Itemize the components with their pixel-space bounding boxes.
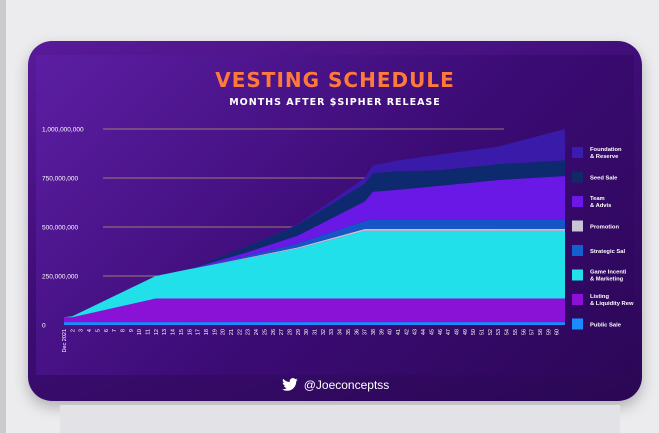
area-series-6: [64, 160, 565, 318]
x-tick-label: 28: [288, 329, 294, 335]
x-tick-label: 25: [262, 329, 268, 335]
twitter-bird-icon: [281, 378, 298, 391]
x-tick-label: 21: [229, 329, 235, 335]
credit-handle: @Joeconceptss: [303, 378, 390, 392]
x-tick-label: 15: [179, 329, 185, 335]
legend-swatch: [572, 318, 583, 330]
chart-title: VESTING SCHEDULE: [215, 68, 455, 92]
vesting-area-chart: 1,000,000,000 750,000,000 500,000,000 250,0…: [42, 127, 634, 353]
legend-swatch: [572, 245, 583, 256]
x-tick-label: 40: [388, 329, 394, 335]
x-tick-label: 8: [121, 329, 127, 332]
x-tick-label: 60: [555, 329, 561, 335]
x-tick-label: 12: [154, 329, 160, 335]
legend-label: Listing & Liquidity Rew: [590, 294, 634, 307]
x-tick-label: 42: [404, 329, 410, 335]
legend-swatch: [572, 147, 583, 158]
infographic-card: VESTING SCHEDULE MONTHS AFTER $SIPHER RE…: [28, 41, 642, 401]
area-series-4: [64, 219, 565, 318]
legend-label: Foundation & Reserve: [590, 147, 622, 160]
legend-swatch: [572, 220, 583, 232]
x-tick-label: 37: [363, 329, 369, 335]
x-tick-label: 44: [421, 329, 427, 335]
chart-subtitle: MONTHS AFTER $SIPHER RELEASE: [229, 97, 441, 108]
y-tick-label: 750,000,000: [42, 176, 79, 183]
x-tick-label: 11: [146, 329, 152, 335]
x-tick-label: 51: [480, 329, 486, 335]
y-tick-label: 0: [42, 323, 46, 330]
x-tick-label: 18: [204, 329, 210, 335]
x-tick-label: 6: [104, 329, 110, 332]
area-series-7: [64, 129, 565, 318]
x-tick-label: 43: [413, 329, 419, 335]
page-shadow: [60, 405, 620, 433]
x-tick-label: 3: [79, 329, 85, 332]
x-tick-label: 33: [329, 329, 335, 335]
page-edge: [0, 0, 6, 433]
area-series-0: [64, 322, 565, 325]
credit-footer: @Joeconceptss: [28, 375, 642, 395]
x-tick-label: 49: [463, 329, 469, 335]
legend-swatch: [572, 269, 583, 281]
legend-label: Game Incenti & Marketing: [590, 270, 627, 283]
x-tick-label: 45: [429, 329, 435, 335]
x-tick-label: 50: [471, 329, 477, 335]
area-series-5: [64, 176, 565, 318]
legend-label: Public Sale: [590, 323, 622, 329]
y-tick-label: 1,000,000,000: [42, 127, 84, 134]
legend-label: Strategic Sal: [590, 249, 626, 255]
x-tick-label: 39: [379, 329, 385, 335]
x-tick-label: 58: [538, 329, 544, 335]
x-tick-label: 32: [321, 329, 327, 335]
x-tick-label: 24: [254, 329, 260, 335]
x-tick-label: 55: [513, 329, 519, 335]
x-tick-label: 5: [95, 329, 101, 332]
x-tick-label: 27: [279, 329, 285, 335]
x-tick-label: 17: [196, 329, 202, 335]
x-tick-label: Dec 2021: [62, 329, 68, 353]
x-tick-label: 19: [212, 329, 218, 335]
y-tick-label: 250,000,000: [42, 274, 79, 281]
x-tick-label: 36: [354, 329, 360, 335]
legend-swatch: [572, 294, 583, 305]
x-tick-label: 14: [171, 329, 177, 335]
x-tick-label: 20: [221, 329, 227, 335]
legend-label: Promotion: [590, 225, 619, 231]
x-tick-label: 38: [371, 329, 377, 335]
x-tick-label: 41: [396, 329, 402, 335]
legend-label: Seed Sale: [590, 176, 618, 182]
x-tick-label: 9: [129, 329, 135, 332]
x-tick-label: 56: [521, 329, 527, 335]
x-tick-label: 57: [530, 329, 536, 335]
x-tick-label: 29: [296, 329, 302, 335]
area-series-2: [64, 230, 565, 318]
x-tick-label: 10: [137, 329, 143, 335]
x-tick-label: 54: [505, 329, 511, 335]
x-tick-label: 47: [446, 329, 452, 335]
legend-label: Team & Advis: [590, 196, 611, 209]
x-tick-label: 34: [338, 329, 344, 335]
x-tick-label: 52: [488, 329, 494, 335]
x-tick-label: 48: [454, 329, 460, 335]
area-series-1: [64, 298, 565, 323]
x-tick-label: 35: [346, 329, 352, 335]
x-tick-label: 26: [271, 329, 277, 335]
x-tick-label: 30: [304, 329, 310, 335]
legend-swatch: [572, 171, 583, 183]
x-tick-label: 46: [438, 329, 444, 335]
y-tick-label: 500,000,000: [42, 225, 79, 232]
x-tick-label: 53: [496, 329, 502, 335]
x-tick-label: 2: [70, 329, 76, 332]
x-tick-label: 4: [87, 329, 93, 332]
x-tick-label: 23: [246, 329, 252, 335]
legend-swatch: [572, 196, 583, 207]
x-tick-label: 7: [112, 329, 118, 332]
x-tick-label: 22: [237, 329, 243, 335]
x-tick-label: 16: [187, 329, 193, 335]
x-tick-label: 59: [546, 329, 552, 335]
x-tick-label: 13: [162, 329, 168, 335]
x-tick-label: 31: [313, 329, 319, 335]
